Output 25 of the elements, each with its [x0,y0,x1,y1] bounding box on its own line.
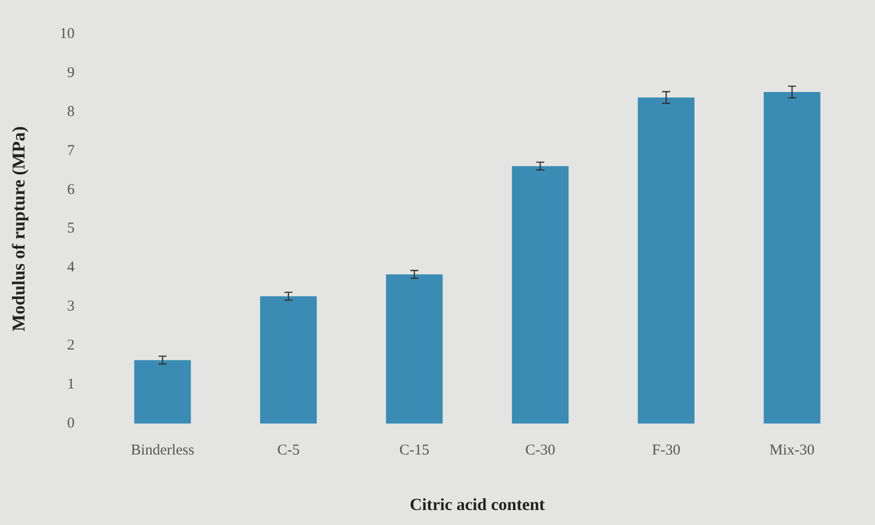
y-tick-label: 7 [67,142,76,159]
bar [638,98,694,424]
x-tick-label: C-15 [399,442,430,459]
bar [134,360,191,424]
x-tick-label: C-5 [277,442,300,459]
y-tick-label: 0 [67,416,75,432]
bar [512,166,569,424]
y-tick-label: 4 [67,260,76,276]
y-tick-label: 2 [67,338,75,354]
y-tick-label: 5 [67,220,75,237]
x-axis-title: Citric acid content [410,495,546,514]
y-tick-label: 1 [67,376,75,393]
y-axis-title: Modulus of rupture (MPa) [8,126,28,332]
x-tick-label: C-30 [525,442,556,459]
y-tick-label: 6 [67,182,76,198]
y-tick-label: 10 [60,26,75,42]
y-tick-label: 9 [67,64,75,81]
bar [386,274,443,424]
x-tick-label: Binderless [130,442,194,459]
y-tick-label: 3 [67,298,75,315]
bar [764,92,820,424]
bar [260,296,317,424]
y-tick-label: 8 [67,104,75,120]
x-tick-label: F-30 [652,442,680,459]
x-tick-label: Mix-30 [770,442,815,459]
